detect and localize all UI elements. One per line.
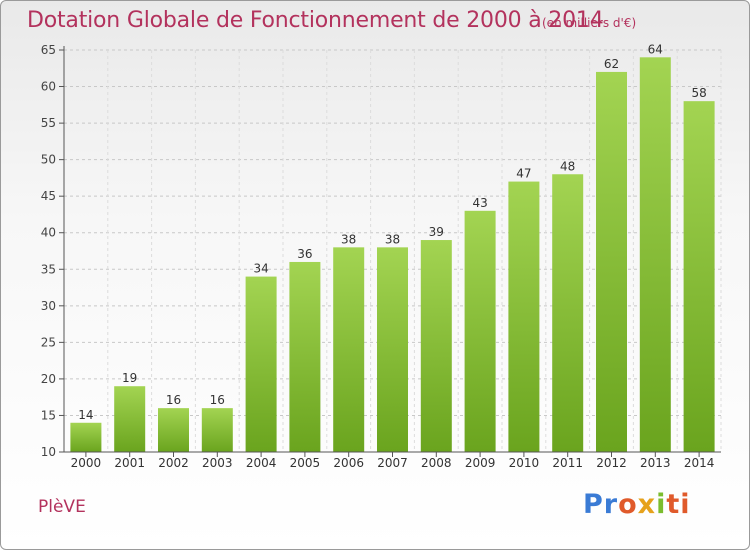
- data-label: 62: [604, 57, 619, 71]
- x-tick-label: 2007: [377, 456, 408, 470]
- x-tick-label: 2009: [465, 456, 496, 470]
- data-label: 16: [210, 393, 225, 407]
- x-tick-label: 2003: [202, 456, 233, 470]
- bar-2004: [245, 276, 277, 452]
- proxiti-logo: Proxiti: [583, 489, 691, 520]
- data-label: 14: [78, 408, 93, 422]
- data-label: 36: [297, 247, 312, 261]
- y-tick-label: 15: [41, 408, 56, 422]
- unit-note: (en milliers d'€): [542, 16, 637, 30]
- bar-2013: [639, 57, 671, 453]
- logo-part-5: ti: [666, 489, 691, 520]
- y-tick-label: 60: [41, 80, 56, 94]
- data-label: 34: [253, 262, 268, 276]
- logo-part-2: o: [618, 489, 638, 520]
- bar-2001: [114, 386, 146, 452]
- y-tick-label: 40: [41, 226, 56, 240]
- y-tick-label: 10: [41, 445, 56, 459]
- y-tick-label: 55: [41, 116, 56, 130]
- bar-2009: [464, 210, 496, 452]
- x-tick-label: 2014: [684, 456, 715, 470]
- x-tick-label: 2005: [290, 456, 321, 470]
- y-tick-label: 65: [41, 43, 56, 57]
- bar-2000: [70, 422, 102, 452]
- data-label: 39: [429, 225, 444, 239]
- logo-part-1: Pr: [583, 489, 619, 520]
- x-tick-label: 2011: [552, 456, 583, 470]
- x-tick-label: 2006: [333, 456, 364, 470]
- bar-2002: [158, 408, 189, 452]
- bar-2005: [289, 261, 321, 452]
- y-tick-label: 35: [41, 262, 56, 276]
- data-label: 47: [516, 167, 531, 181]
- y-tick-label: 20: [41, 372, 56, 386]
- data-label: 43: [472, 196, 487, 210]
- logo-part-4: i: [656, 489, 667, 520]
- x-tick-label: 2000: [71, 456, 102, 470]
- bar-2008: [420, 240, 452, 452]
- bar-2010: [508, 181, 540, 452]
- bar-2003: [201, 408, 233, 452]
- bar-2014: [683, 101, 715, 452]
- x-tick-label: 2001: [114, 456, 145, 470]
- data-label: 58: [691, 86, 706, 100]
- bars: 14 19 16 16 34 36 38 38 39 43 47 48 62 64 58: [70, 42, 715, 453]
- x-tick-label: 2013: [640, 456, 671, 470]
- y-tick-label: 25: [41, 335, 56, 349]
- data-label: 16: [166, 393, 181, 407]
- bar-2012: [596, 71, 627, 452]
- y-tick-label: 30: [41, 299, 56, 313]
- data-label: 64: [648, 42, 663, 56]
- x-tick-label: 2010: [509, 456, 540, 470]
- data-label: 38: [385, 232, 400, 246]
- y-tick-label: 50: [41, 153, 56, 167]
- bar-2007: [377, 247, 408, 452]
- x-tick-label: 2004: [246, 456, 277, 470]
- bar-2011: [552, 174, 584, 452]
- y-tick-label: 45: [41, 189, 56, 203]
- data-label: 19: [122, 371, 137, 385]
- bar-2006: [333, 247, 365, 452]
- commune-name: PlèVE: [38, 497, 86, 517]
- x-tick-label: 2002: [158, 456, 189, 470]
- data-label: 38: [341, 232, 356, 246]
- x-tick-label: 2012: [596, 456, 627, 470]
- axes: 10 15 20 25 30 35 40 45 50 55 60 65 2000 2001 2002 2003…: [41, 43, 721, 470]
- chart-title: Dotation Globale de Fonctionnement de 20…: [27, 8, 604, 33]
- logo-part-3: x: [637, 489, 657, 520]
- data-label: 48: [560, 159, 575, 173]
- x-tick-label: 2008: [421, 456, 452, 470]
